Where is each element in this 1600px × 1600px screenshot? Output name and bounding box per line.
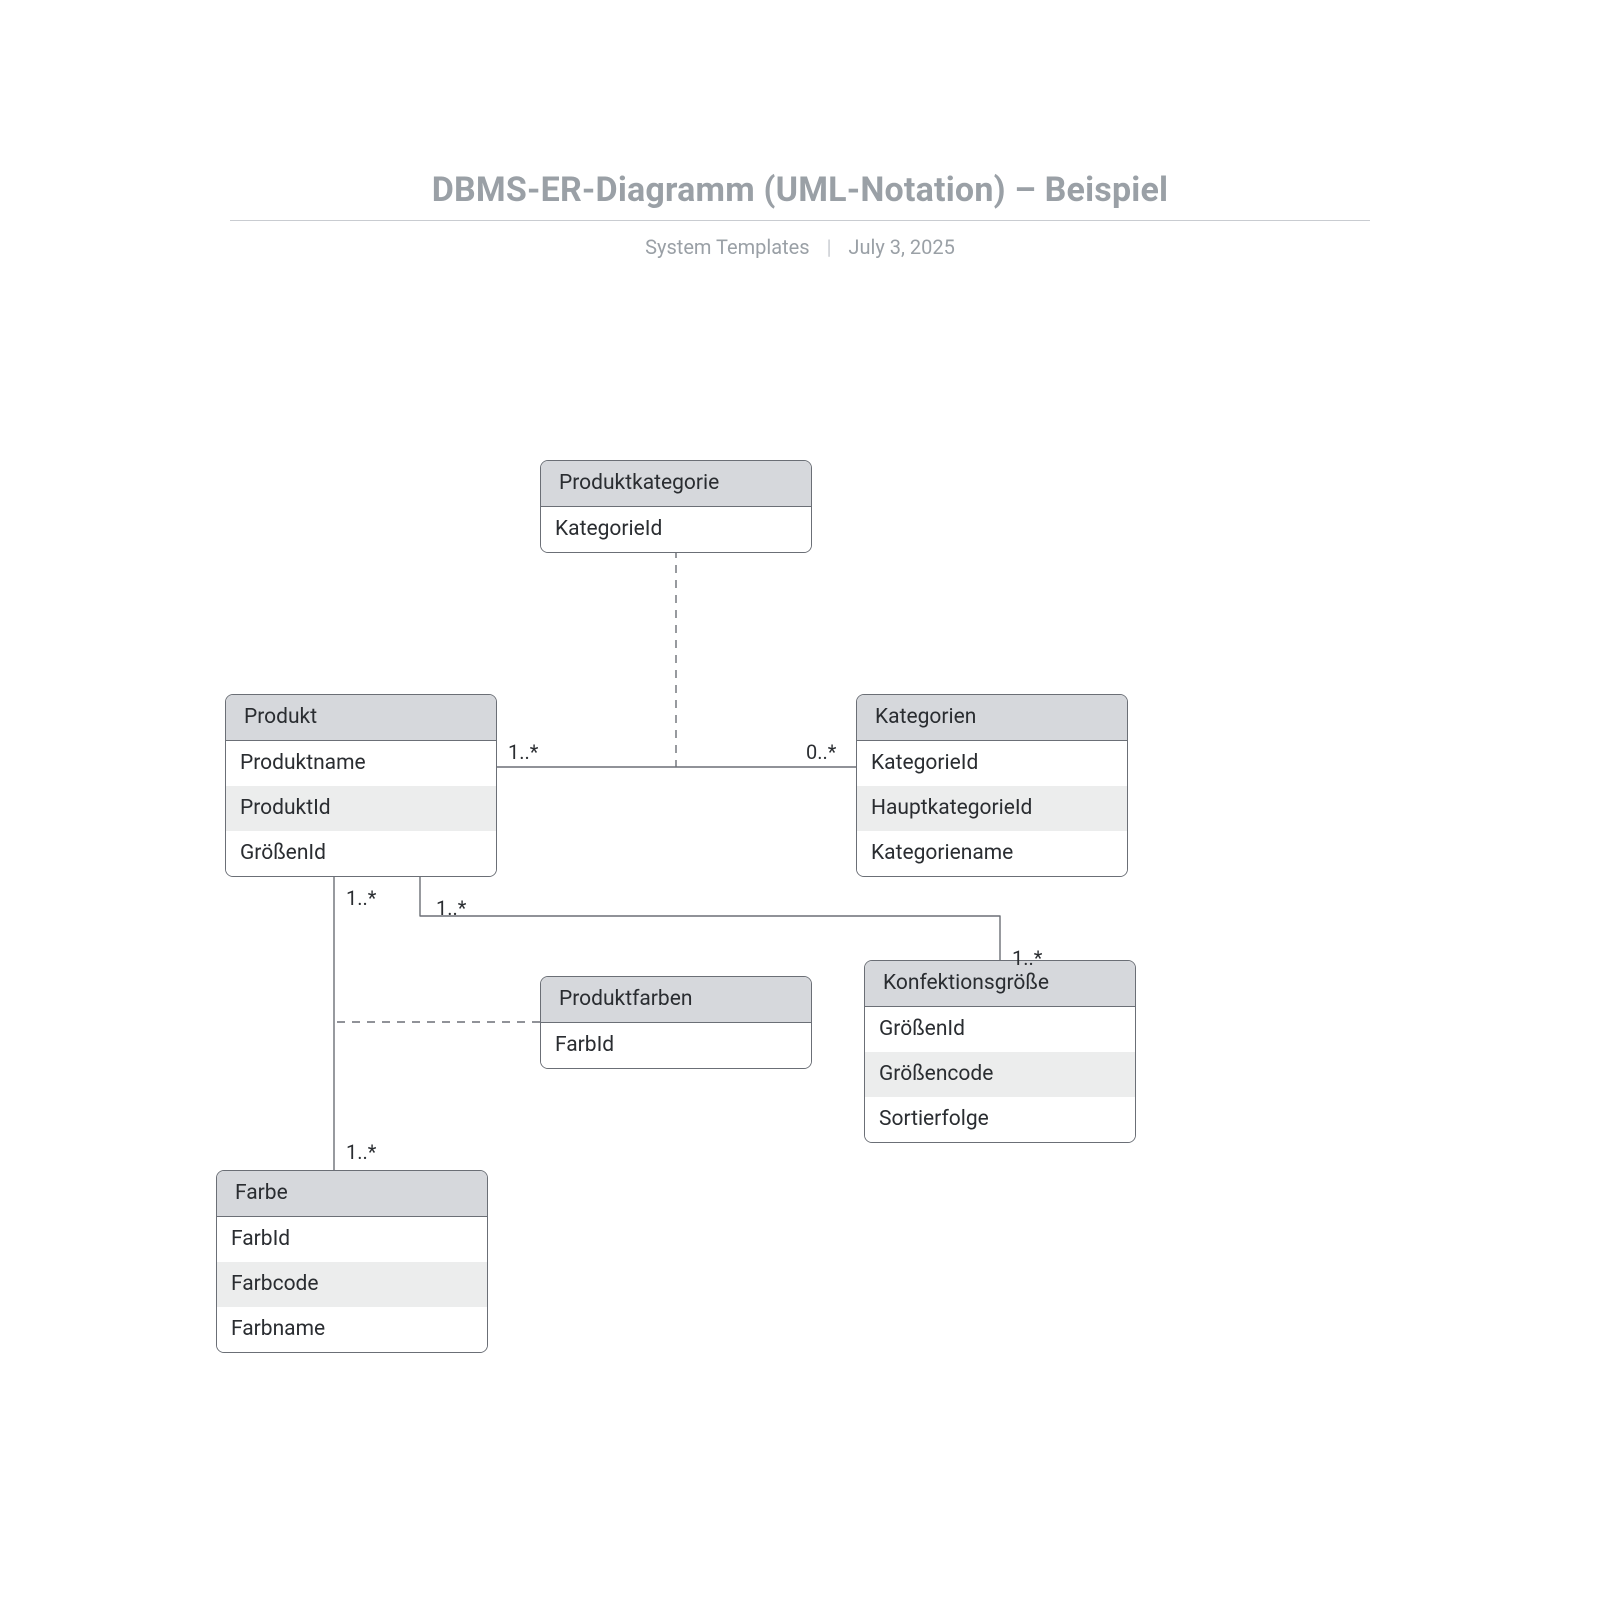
edge-produkt-konfektion [420,873,1000,960]
er-diagram: Produktkategorie KategorieId Produkt Pro… [0,0,1600,1600]
multiplicity-label: 0..* [806,740,836,764]
entity-attr: ProduktId [226,786,496,831]
entity-konfektionsgroesse[interactable]: Konfektionsgröße GrößenId Größencode Sor… [864,960,1136,1143]
entity-title: Kategorien [857,695,1127,741]
entity-title: Farbe [217,1171,487,1217]
multiplicity-label: 1..* [1012,946,1042,970]
page: DBMS-ER-Diagramm (UML-Notation) – Beispi… [0,0,1600,1600]
entity-produktkategorie[interactable]: Produktkategorie KategorieId [540,460,812,553]
entity-attr: GrößenId [865,1007,1135,1052]
entity-attr: Kategoriename [857,831,1127,876]
multiplicity-label: 1..* [508,740,538,764]
entity-attr: KategorieId [857,741,1127,786]
entity-attr: HauptkategorieId [857,786,1127,831]
entity-kategorien[interactable]: Kategorien KategorieId HauptkategorieId … [856,694,1128,877]
entity-attr: Farbname [217,1307,487,1352]
entity-produkt[interactable]: Produkt Produktname ProduktId GrößenId [225,694,497,877]
entity-title: Konfektionsgröße [865,961,1135,1007]
entity-attr: Farbcode [217,1262,487,1307]
multiplicity-label: 1..* [346,1140,376,1164]
entity-attr: GrößenId [226,831,496,876]
entity-title: Produktfarben [541,977,811,1023]
multiplicity-label: 1..* [436,896,466,920]
entity-attr: Größencode [865,1052,1135,1097]
entity-attr: Sortierfolge [865,1097,1135,1142]
entity-attr: KategorieId [541,507,811,552]
entity-title: Produktkategorie [541,461,811,507]
multiplicity-label: 1..* [346,886,376,910]
entity-farbe[interactable]: Farbe FarbId Farbcode Farbname [216,1170,488,1353]
entity-title: Produkt [226,695,496,741]
entity-attr: Produktname [226,741,496,786]
entity-produktfarben[interactable]: Produktfarben FarbId [540,976,812,1069]
entity-attr: FarbId [217,1217,487,1262]
entity-attr: FarbId [541,1023,811,1068]
